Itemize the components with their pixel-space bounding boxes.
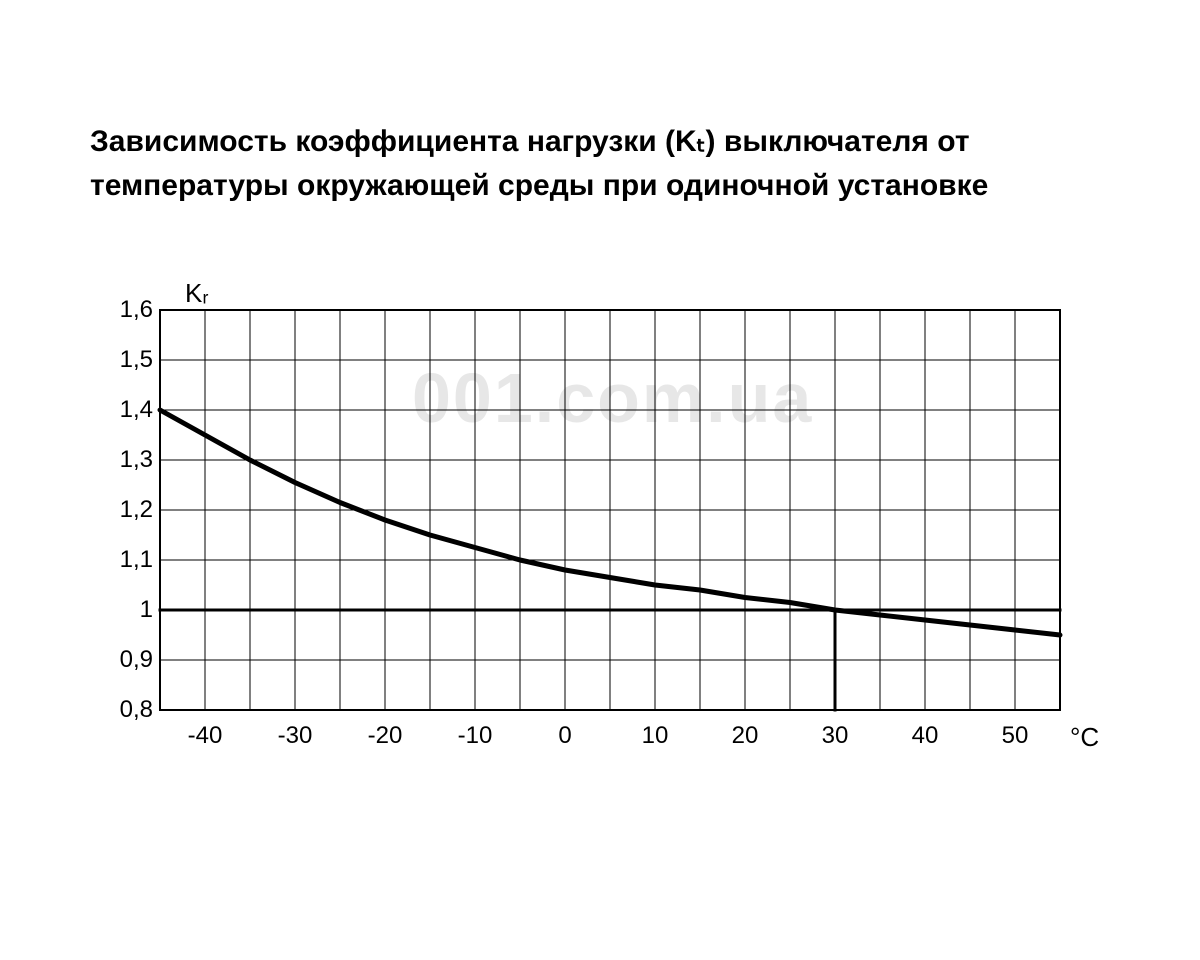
y-tick-label: 0,9: [98, 646, 153, 674]
x-tick-label: -30: [265, 722, 325, 750]
x-tick-label: -20: [355, 722, 415, 750]
x-tick-label: 10: [625, 722, 685, 750]
x-tick-label: -10: [445, 722, 505, 750]
chart-area: Kᵣ 001.com.ua °C 0,80,911,11,21,31,41,51…: [90, 280, 1090, 760]
y-tick-label: 0,8: [98, 696, 153, 724]
y-tick-label: 1,4: [98, 396, 153, 424]
x-tick-label: 30: [805, 722, 865, 750]
x-tick-label: 20: [715, 722, 775, 750]
y-tick-label: 1,2: [98, 496, 153, 524]
chart-title-line2: температуры окружающей среды при одиночн…: [90, 169, 988, 202]
y-tick-label: 1,6: [98, 296, 153, 324]
chart-title-line1: Зависимость коэффициента нагрузки (Kₜ) в…: [90, 125, 970, 158]
page-container: Зависимость коэффициента нагрузки (Kₜ) в…: [0, 0, 1200, 960]
chart-title: Зависимость коэффициента нагрузки (Kₜ) в…: [90, 120, 1070, 207]
y-tick-label: 1: [98, 596, 153, 624]
x-tick-label: 40: [895, 722, 955, 750]
chart-svg: [90, 280, 1100, 720]
x-tick-label: 50: [985, 722, 1045, 750]
x-tick-label: 0: [535, 722, 595, 750]
x-axis-unit: °C: [1070, 722, 1099, 753]
x-tick-label: -40: [175, 722, 235, 750]
y-tick-label: 1,3: [98, 446, 153, 474]
y-tick-label: 1,5: [98, 346, 153, 374]
y-tick-label: 1,1: [98, 546, 153, 574]
